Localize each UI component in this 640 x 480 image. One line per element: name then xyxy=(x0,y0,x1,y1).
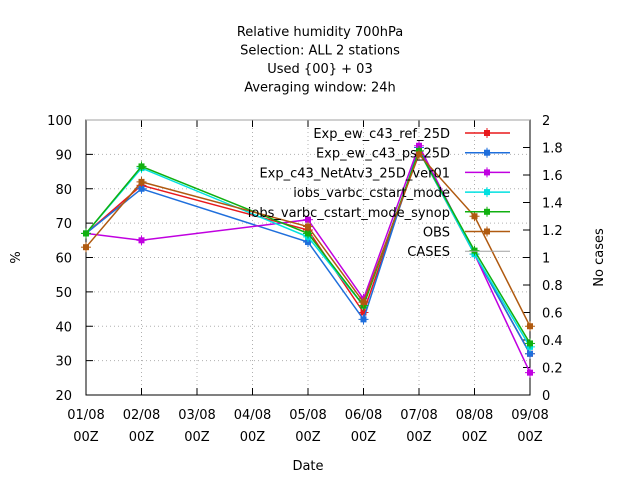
legend-label: iobs_varbc_cstart_mode xyxy=(293,186,450,201)
y-tick-label: 50 xyxy=(55,286,72,301)
x-tick-label: 01/08 xyxy=(67,408,104,423)
series-4-point xyxy=(136,161,147,172)
legend: Exp_ew_c43_ref_25D Exp_ew_c43_ps_25D Exp_c… xyxy=(248,127,510,260)
x-tick-sublabel: 00Z xyxy=(240,430,266,445)
title-line: Used {00} + 03 xyxy=(267,62,372,77)
x-tick-sublabel: 00Z xyxy=(517,430,543,445)
y-tick-label: 30 xyxy=(55,355,72,370)
x-tick-label: 07/08 xyxy=(400,408,437,423)
y2-tick-label: 0.4 xyxy=(542,334,563,349)
axes: 20 30 40 50 60 70 80 90 100 0 0.2 0.4 0.6 0.8 1 1.2 1.4 1… xyxy=(47,114,563,445)
series-2-point xyxy=(525,367,535,378)
y2-tick-label: 0.6 xyxy=(542,307,563,322)
x-tick-label: 02/08 xyxy=(123,408,160,423)
x-tick-sublabel: 00Z xyxy=(351,430,377,445)
y-tick-label: 40 xyxy=(55,320,72,335)
y-tick-label: 70 xyxy=(55,217,72,232)
legend-marker xyxy=(482,167,492,178)
x-tick-label: 03/08 xyxy=(178,408,215,423)
legend-label: iobs_varbc_cstart_mode_synop xyxy=(248,206,450,221)
legend-marker xyxy=(482,147,492,158)
grid xyxy=(86,120,530,395)
series-5-point xyxy=(303,221,313,232)
series-layer xyxy=(81,119,535,378)
plot-frame xyxy=(85,119,531,396)
series-5-point xyxy=(469,211,480,222)
y-axis-label: % xyxy=(9,251,24,263)
y2-tick-label: 1.6 xyxy=(542,169,563,184)
y-tick-label: 20 xyxy=(55,389,72,404)
x-tick-sublabel: 00Z xyxy=(462,430,488,445)
x-axis-label: Date xyxy=(292,459,323,474)
legend-marker xyxy=(482,226,492,237)
x-tick-sublabel: 00Z xyxy=(129,430,155,445)
x-tick-sublabel: 00Z xyxy=(73,430,99,445)
y2-tick-label: 0.2 xyxy=(542,362,563,377)
series-5-point xyxy=(414,149,424,160)
series-4-point xyxy=(469,245,480,256)
legend-label: Exp_c43_NetAtv3_25D_ver01 xyxy=(259,166,450,181)
y-tick-label: 60 xyxy=(55,252,72,267)
legend-marker xyxy=(482,187,492,198)
legend-label: CASES xyxy=(407,245,450,260)
x-tick-label: 09/08 xyxy=(511,408,548,423)
x-tick-label: 05/08 xyxy=(289,408,326,423)
series-5-point xyxy=(525,321,535,332)
series-5-point xyxy=(81,242,91,253)
x-tick-label: 08/08 xyxy=(456,408,493,423)
x-tick-label: 06/08 xyxy=(345,408,382,423)
x-tick-sublabel: 00Z xyxy=(184,430,210,445)
x-tick-sublabel: 00Z xyxy=(295,430,321,445)
title-line: Averaging window: 24h xyxy=(244,81,396,96)
y-tick-label: 90 xyxy=(55,148,72,163)
series-5-point xyxy=(136,176,147,187)
series-1-point xyxy=(358,314,369,325)
legend-label: Exp_ew_c43_ref_25D xyxy=(313,127,450,142)
y-tick-label: 100 xyxy=(47,114,72,129)
y2-tick-label: 0.8 xyxy=(542,279,563,294)
legend-label: Exp_ew_c43_ps_25D xyxy=(316,147,450,162)
legend-label: OBS xyxy=(423,226,450,241)
legend-marker xyxy=(482,128,492,138)
x-tick-label: 04/08 xyxy=(234,408,271,423)
series-4-point xyxy=(525,338,535,349)
y2-tick-label: 0 xyxy=(542,389,550,404)
title-line: Relative humidity 700hPa xyxy=(237,25,403,40)
series-2-point xyxy=(136,235,147,246)
y2-tick-label: 1.4 xyxy=(542,197,563,212)
series-5-point xyxy=(358,297,369,308)
series-4-point xyxy=(81,228,91,239)
y2-tick-label: 1.8 xyxy=(542,142,563,157)
chart-title: Relative humidity 700hPa Selection: ALL 2… xyxy=(237,25,403,96)
title-line: Selection: ALL 2 stations xyxy=(240,44,400,59)
y-tick-label: 80 xyxy=(55,183,72,198)
y2-tick-label: 1 xyxy=(542,252,550,267)
legend-marker xyxy=(482,206,492,217)
y2-tick-label: 1.2 xyxy=(542,224,563,239)
y2-tick-label: 2 xyxy=(542,114,550,129)
y2-axis-label: No cases xyxy=(592,228,607,287)
x-tick-sublabel: 00Z xyxy=(406,430,432,445)
